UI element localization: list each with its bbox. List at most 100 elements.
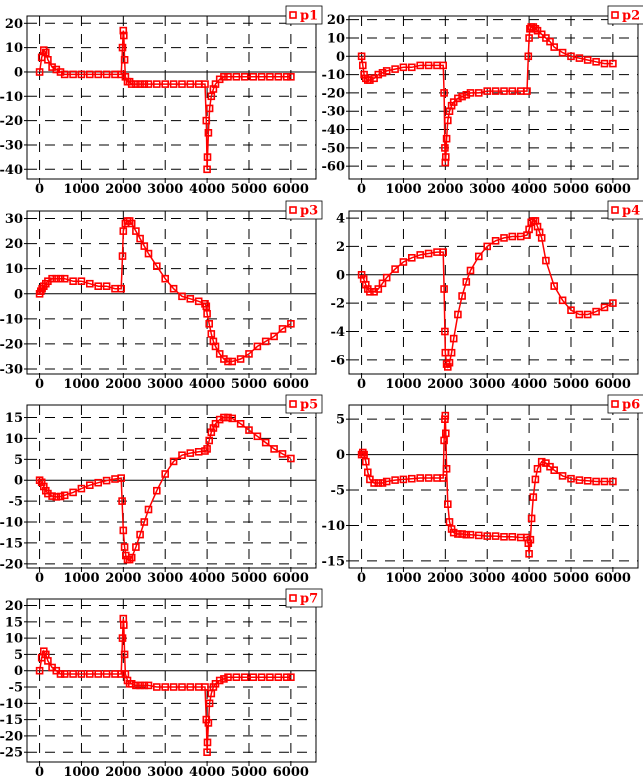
data-point [120,621,128,629]
data-point [140,242,149,250]
data-point [440,285,448,293]
data-point [202,302,211,311]
y-tick-label: -30 [322,105,346,120]
data-point [220,73,228,81]
y-tick-label: 20 [5,237,23,252]
series-line-p2 [360,26,613,163]
data-point [525,549,533,558]
data-point [44,55,52,64]
x-tick-label: 5000 [231,765,267,779]
y-tick-label: -5 [331,484,345,499]
data-point [529,493,538,501]
data-point [161,470,169,478]
data-point [575,476,584,484]
data-point [144,681,153,690]
x-tick-label: 6000 [595,182,631,197]
data-point [454,530,462,538]
x-tick-label: 0 [357,571,366,586]
data-point [454,94,462,103]
data-point [253,342,262,351]
data-point [531,475,540,484]
data-point [527,514,536,523]
data-point [382,477,391,486]
data-point [56,670,65,678]
data-point [86,481,94,490]
x-tick-label: 3000 [147,571,183,586]
data-point [39,482,48,491]
data-point [261,438,270,447]
x-tick-label: 0 [357,182,366,197]
data-point [236,355,245,363]
data-point [399,475,408,484]
y-tick-label: 20 [5,17,23,32]
legend: p3 [285,200,323,220]
data-point [358,61,367,70]
x-tick-label: 5000 [231,571,267,586]
data-point [144,80,153,88]
y-tick-label: -50 [322,141,346,156]
data-point [118,252,127,260]
data-point [102,70,111,79]
y-tick-label: 10 [327,31,345,46]
data-point [287,673,295,682]
data-point [203,748,211,757]
data-point [178,683,186,691]
data-point [274,673,283,682]
data-point [500,234,508,242]
legend-marker [611,206,619,214]
data-point [118,497,126,505]
y-tick-label: -2 [331,297,345,312]
data-point [466,89,475,97]
data-point [399,258,408,266]
data-point [399,63,408,72]
data-point [224,357,232,366]
legend: p2 [607,5,643,25]
y-tick-label: 0 [14,65,23,80]
data-point [592,477,600,486]
data-point [391,65,399,73]
y-tick-label: 20 [5,599,23,614]
data-point [439,248,448,256]
y-tick-label: -5 [9,681,23,696]
chart-panel-p1: 0 1000 2000 3000 4000 5000 6000 20 10 0 -10 -20 -30 -… [0,5,323,197]
data-point [424,249,433,258]
x-tick-label: 4000 [511,377,547,392]
data-point [443,363,452,371]
data-point [374,285,383,293]
y-tick-label: -10 [0,697,23,712]
data-point [144,249,153,258]
data-point [119,526,128,535]
data-point [215,350,224,358]
data-point [161,274,169,283]
data-point [220,675,228,683]
data-point [257,73,266,81]
data-point [483,242,492,251]
data-point [136,80,144,88]
data-point [600,303,609,312]
data-point [120,650,129,659]
x-tick-label: 4000 [189,765,225,779]
data-point [77,670,86,678]
data-point [583,476,592,485]
data-point [211,80,220,88]
data-point [445,518,454,526]
legend: p4 [607,200,643,220]
data-point [41,48,50,57]
y-tick-label: 0 [14,664,23,679]
data-point [287,454,295,463]
y-tick-label: -10 [0,516,23,531]
data-point [169,284,178,293]
data-point [391,265,399,273]
data-point [257,673,266,682]
data-point [527,218,536,227]
data-point [442,134,451,143]
y-tick-label: 10 [5,262,23,277]
data-point [178,451,186,460]
data-point [153,486,161,495]
data-point [228,414,236,423]
legend: p7 [285,588,323,608]
data-point [567,474,575,483]
data-point [203,738,212,747]
y-tick-label: 5 [14,648,23,663]
data-point [69,488,77,497]
